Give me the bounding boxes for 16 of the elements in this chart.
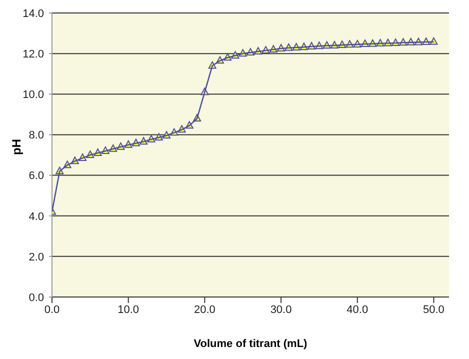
y-axis-title: pH xyxy=(9,139,24,155)
x-tick-label: 40.0 xyxy=(346,304,368,316)
x-tick-label: 10.0 xyxy=(118,304,140,316)
y-tick-label: 12.0 xyxy=(22,48,44,60)
y-tick-label: 8.0 xyxy=(28,130,44,142)
x-tick-label: 50.0 xyxy=(423,304,444,316)
y-tick-label: 10.0 xyxy=(22,89,44,102)
x-axis-title: Volume of titrant (mL) xyxy=(194,338,308,350)
y-tick-label: 4.0 xyxy=(28,210,44,223)
x-tick-label: 20.0 xyxy=(194,304,216,316)
y-tick-label: 14.0 xyxy=(22,8,44,20)
y-tick-label: 6.0 xyxy=(28,170,44,182)
x-tick-label: 0.0 xyxy=(44,304,60,316)
x-tick-label: 30.0 xyxy=(270,304,292,316)
y-tick-label: 0.0 xyxy=(28,292,44,304)
y-tick-label: 2.0 xyxy=(28,251,44,264)
